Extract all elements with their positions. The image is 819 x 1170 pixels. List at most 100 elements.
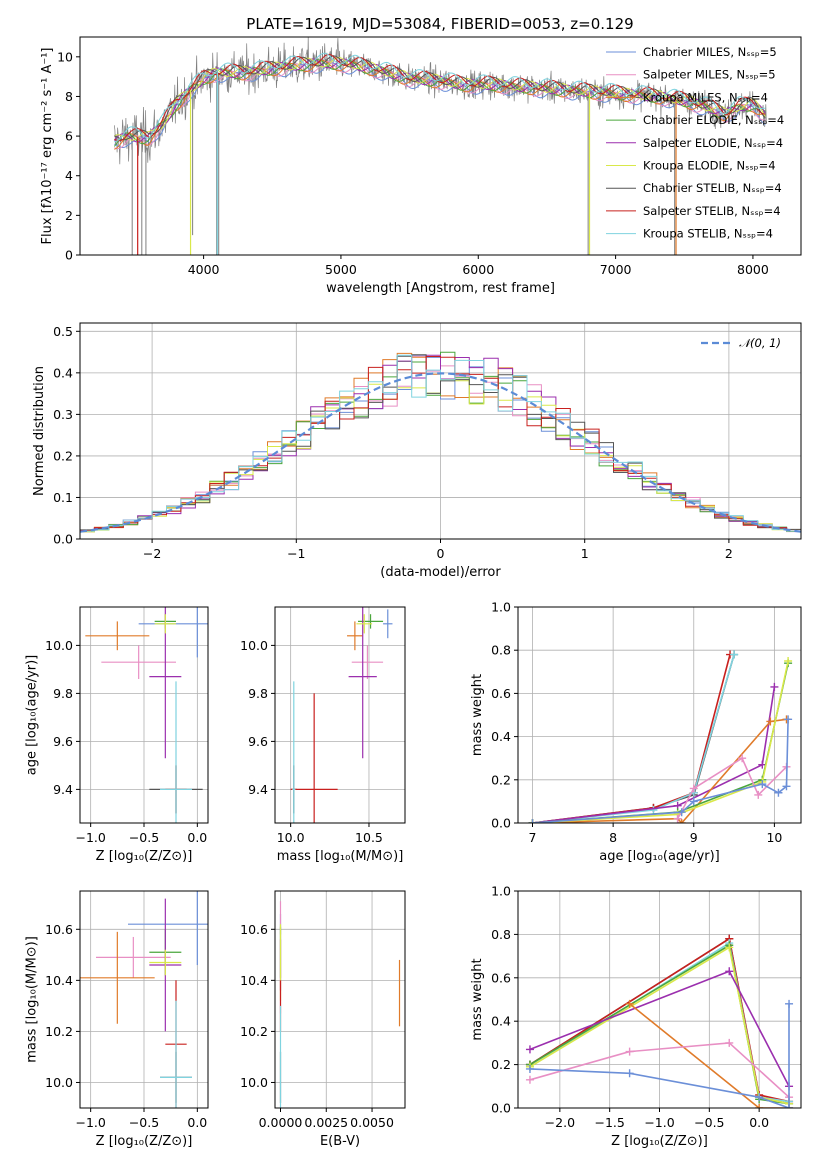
mass-weight-marker [625,999,634,1008]
y-axis-label: mass [log₁₀(M/M⊙)] [25,936,40,1063]
x-axis-label: (data-model)/error [380,565,501,580]
mass-weight-line [629,1003,789,1108]
x-tick-label: −0.5 [694,1115,724,1130]
y-axis-label: Flux [fλ10⁻¹⁷ erg cm⁻² s⁻¹ A⁻¹] [40,47,55,244]
x-axis-label: age [log₁₀(age/yr)] [599,849,720,864]
y-tick-label: 10.4 [45,973,73,988]
legend-entry: Salpeter STELIB, Nₛₛₚ=4 [643,204,781,218]
y-tick-label: 10.0 [240,1075,268,1090]
x-tick-label: 8 [609,830,617,845]
plot-area [279,901,401,1108]
mass-weight-marker [649,806,658,815]
axes-frame [79,36,802,256]
residual-histogram [80,354,801,531]
legend-entry: Chabrier STELIB, Nₛₛₚ=4 [643,181,782,195]
legend-entry: Kroupa MILES, Nₛₛₚ=4 [643,90,768,104]
legend-entry: Kroupa STELIB, Nₛₛₚ=4 [643,227,773,241]
panel-residuals: 𝒩(0, 1) −2 −1 0 1 2 0.0 0.1 0.2 0.3 0.4 0.5 (data-mo… [32,322,802,580]
x-tick-label: −1.0 [75,830,105,845]
plot-area [290,607,393,823]
x-axis-label: E(B-V) [320,1134,360,1149]
x-tick-label: −1.0 [75,1115,105,1130]
y-tick-label: 10 [57,49,73,64]
x-tick-label: 0.0050 [350,1115,394,1130]
x-axis-label: Z [log₁₀(Z/Z⊙)] [96,1134,193,1149]
mass-weight-marker [677,819,686,823]
plot-area [85,607,208,823]
y-tick-label: 0.3 [53,407,73,422]
y-axis-label: mass weight [470,958,485,1040]
x-tick-label: 8000 [737,262,769,277]
legend-entry: Chabrier ELODIE, Nₛₛₚ=4 [643,113,784,127]
mass-weight-marker [525,1075,534,1084]
panel-weight-vs-Z: −2.0 −1.5 −1.0 −0.5 0.0 0.0 0.2 0.4 0.6 0.8 1.0 Z [… [470,884,802,1149]
mass-weight-marker [755,1093,764,1102]
y-axis-label: mass weight [470,674,485,756]
y-tick-label: 8 [65,89,73,104]
y-tick-label: 10.2 [240,1024,268,1039]
y-tick-label: 10.0 [45,1075,73,1090]
mass-weight-marker [784,715,793,724]
x-tick-label: −2 [143,546,161,561]
x-tick-label: 0 [437,546,445,561]
model-spectrum-line [114,60,766,150]
y-tick-label: 0.5 [53,324,73,339]
x-tick-label: 0.0000 [259,1115,303,1130]
mass-weight-marker [730,650,739,659]
plot-area [80,351,801,533]
mass-weight-marker [755,1104,764,1108]
y-tick-label: 0.2 [491,772,511,787]
model-spectrum-line [114,53,766,142]
y-tick-label: 0.4 [491,1014,511,1029]
mass-weight-marker [782,782,791,791]
y-tick-label: 0.2 [53,448,73,463]
mass-weight-marker [625,1069,634,1078]
legend-entry: 𝒩(0, 1) [739,336,781,350]
y-tick-label: 0 [65,248,73,263]
x-tick-label: 5000 [325,262,357,277]
legend-entry: Kroupa ELODIE, Nₛₛₚ=4 [643,159,776,173]
mass-weight-marker [525,1045,534,1054]
model-spectrum-line [114,62,766,149]
x-tick-label: 0.0 [187,830,207,845]
mass-weight-line [532,663,789,823]
panel-age-vs-mass: 10.0 10.5 9.4 9.6 9.8 10.0 mass [log₁₀(M/M⊙)] [240,606,406,864]
mass-weight-line [532,654,731,823]
mass-weight-marker [725,943,734,952]
legend-entry: Chabrier MILES, Nₛₛₚ=5 [643,45,777,59]
mass-weight-marker [625,1047,634,1056]
mass-weight-marker [689,784,698,793]
mass-weight-marker [785,1104,794,1108]
x-tick-label: 10.5 [355,830,383,845]
mass-weight-marker [774,788,783,797]
x-tick-label: 0.0025 [304,1115,348,1130]
mass-weight-marker [785,999,794,1008]
x-tick-label: 9 [690,830,698,845]
x-tick-label: 7000 [600,262,632,277]
x-tick-label: −1 [287,546,305,561]
mass-weight-marker [754,790,763,799]
y-tick-label: 0.0 [491,1101,511,1116]
legend-entry: Salpeter ELODIE, Nₛₛₚ=4 [643,136,783,150]
x-tick-label: −0.5 [129,830,159,845]
mass-weight-marker [677,808,686,817]
mass-weight-line [532,660,789,823]
y-tick-label: 0.6 [491,970,511,985]
y-tick-label: 1.0 [491,884,511,899]
mass-weight-marker [758,780,767,789]
x-tick-label: 10 [766,830,782,845]
mass-weight-marker [725,1038,734,1047]
plot-area [525,934,794,1108]
model-spectrum-line [114,52,766,143]
plot-area [80,891,208,1108]
y-tick-label: 0.1 [53,490,73,505]
x-axis-label: wavelength [Angstrom, rest frame] [326,281,555,296]
y-tick-label: 9.4 [248,782,268,797]
y-tick-label: 2 [65,208,73,223]
y-tick-label: 10.2 [45,1024,73,1039]
y-tick-label: 0.8 [491,643,511,658]
mass-weight-line [529,1042,790,1098]
axes-frame [274,606,406,824]
y-tick-label: 9.6 [248,734,268,749]
